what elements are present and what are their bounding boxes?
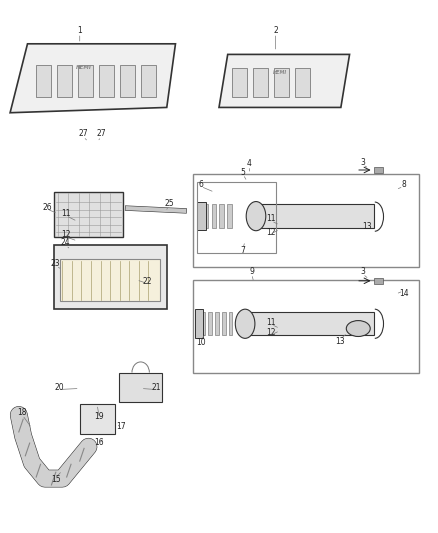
Text: 11: 11 [61, 209, 71, 218]
Text: 6: 6 [198, 180, 203, 189]
Bar [208, 312, 212, 335]
Bar [141, 65, 156, 97]
Text: 26: 26 [42, 203, 52, 212]
Bar [274, 68, 289, 97]
Text: 18: 18 [18, 408, 27, 417]
Text: 21: 21 [151, 383, 161, 392]
Text: 12: 12 [266, 228, 276, 237]
Bar [222, 312, 226, 335]
Bar [57, 65, 72, 97]
Bar [60, 259, 160, 301]
Bar [215, 312, 219, 335]
Bar [229, 312, 233, 335]
Bar [227, 205, 232, 228]
Text: 12: 12 [266, 328, 276, 337]
Bar [204, 205, 208, 228]
Bar [219, 205, 224, 228]
Ellipse shape [235, 309, 255, 338]
Text: 27: 27 [97, 130, 106, 139]
Bar [193, 174, 419, 266]
Text: 17: 17 [116, 422, 126, 431]
Bar [36, 65, 51, 97]
Text: 20: 20 [54, 383, 64, 392]
Text: HEMI: HEMI [76, 65, 92, 70]
Bar [212, 205, 216, 228]
Bar [197, 202, 206, 230]
Text: 4: 4 [247, 159, 252, 167]
Bar [120, 65, 135, 97]
Ellipse shape [246, 201, 266, 231]
Text: 14: 14 [399, 288, 408, 297]
Text: 23: 23 [51, 260, 60, 268]
Bar [53, 192, 123, 237]
Text: 3: 3 [360, 268, 365, 276]
Bar [119, 373, 162, 402]
Bar [247, 312, 374, 335]
Text: 9: 9 [249, 268, 254, 276]
Polygon shape [219, 54, 350, 108]
Text: 5: 5 [240, 167, 245, 176]
Text: 11: 11 [266, 214, 276, 223]
Ellipse shape [346, 320, 370, 336]
Text: 13: 13 [362, 222, 372, 231]
Text: 25: 25 [164, 199, 174, 208]
Bar [99, 65, 114, 97]
Text: 16: 16 [95, 438, 104, 447]
Bar [201, 312, 205, 335]
Bar [195, 309, 203, 337]
Text: 15: 15 [51, 475, 60, 484]
Bar [232, 68, 247, 97]
Bar [374, 167, 383, 173]
Text: 11: 11 [266, 318, 276, 327]
Text: HEMI: HEMI [273, 70, 287, 76]
Bar [193, 280, 419, 373]
Bar [295, 68, 310, 97]
Text: 7: 7 [240, 246, 245, 255]
Bar [253, 68, 268, 97]
Bar [374, 278, 383, 284]
Bar [78, 65, 93, 97]
Bar [53, 245, 167, 309]
Text: 13: 13 [335, 337, 345, 346]
Text: 1: 1 [78, 26, 82, 35]
Text: 3: 3 [360, 158, 365, 166]
Text: 24: 24 [61, 238, 71, 247]
Bar [80, 405, 115, 433]
Text: 12: 12 [61, 230, 71, 239]
Text: 19: 19 [95, 411, 104, 421]
Bar [256, 205, 374, 228]
Polygon shape [10, 44, 176, 113]
Text: 22: 22 [142, 277, 152, 286]
Bar [197, 182, 276, 253]
Text: 10: 10 [196, 338, 206, 347]
Text: 2: 2 [273, 26, 278, 35]
Text: 8: 8 [401, 180, 406, 189]
Text: 27: 27 [78, 130, 88, 139]
